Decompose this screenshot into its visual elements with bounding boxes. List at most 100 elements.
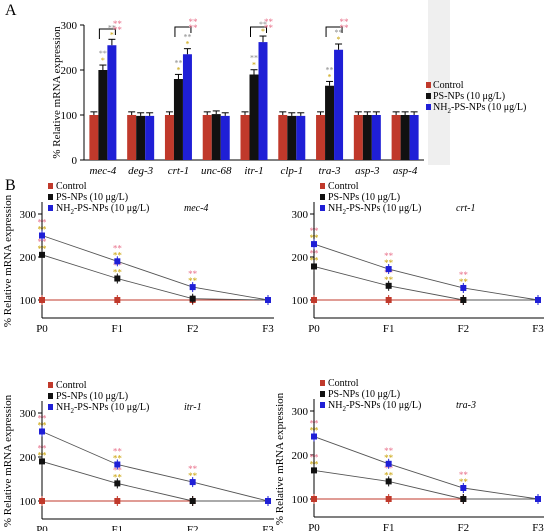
a-bar (145, 115, 155, 160)
b2-legend-label: NH2-PS-NPs (10 μg/L) (328, 203, 421, 216)
b1-point (39, 232, 45, 239)
b1-legend-swatch (48, 194, 53, 200)
b1-point (114, 275, 121, 282)
b1-sig-gold: ** (38, 225, 48, 235)
b3-legend-swatch (48, 404, 53, 410)
a-bar (316, 115, 326, 160)
b3-x-tick-label: F1 (112, 524, 124, 531)
a-category-label: mec-4 (89, 165, 116, 177)
b2-sig-gold: ** (310, 255, 320, 265)
b4-sig-gold: ** (310, 459, 320, 469)
b4-sig-gold: ** (384, 470, 394, 480)
b3-sig-pink: ** (113, 465, 123, 475)
b3-sig-gold: ** (38, 420, 48, 430)
b1-x-tick-label: F3 (262, 323, 274, 335)
a-sig-star-gray: ** (250, 54, 258, 63)
a-bar (182, 54, 192, 160)
b4-point (460, 496, 467, 502)
b2-series-line (313, 266, 538, 301)
b3-sig-pink: ** (38, 413, 48, 423)
b3-series-line (41, 460, 268, 502)
b3-point (39, 428, 45, 435)
b2-sig-gold: ** (459, 277, 469, 287)
b3-sig-gold: ** (188, 471, 198, 481)
b1-legend-swatch (48, 205, 53, 211)
a-category-label: itr-1 (244, 165, 263, 177)
b4-legend-label: Control (328, 378, 359, 389)
b4-point (311, 496, 317, 502)
b2-point (385, 282, 392, 289)
a-category-label: deg-3 (128, 165, 154, 177)
a-sig-star-gold: * (185, 40, 189, 49)
b2-y-tick-label: 200 (292, 252, 309, 264)
a-bar (220, 115, 230, 160)
b2-point (385, 297, 392, 303)
a-bar (240, 115, 250, 160)
b4-point (385, 496, 392, 502)
a-category-label: unc-68 (201, 165, 232, 177)
b3-x-tick-label: F3 (262, 524, 274, 531)
a-bar (107, 45, 117, 160)
b3-point (39, 498, 45, 504)
b2-point (535, 297, 541, 303)
b2-legend-label: PS-NPs (10 μg/L) (328, 192, 400, 203)
a-sig-star-gray: ** (183, 33, 191, 42)
a-bar (249, 74, 259, 160)
a-y-axis-label: % Relative mRNA expression (51, 26, 63, 159)
b4-series-line (313, 436, 539, 500)
b2-sig-pink: ** (459, 270, 469, 280)
b4-series-line (313, 469, 538, 500)
a-y-tick-label: 0 (72, 155, 78, 167)
b2-x-tick-label: F1 (383, 323, 395, 335)
b3-point (114, 480, 121, 487)
a-bracket (98, 28, 116, 39)
a-bracket (174, 26, 192, 37)
a-bracket-stars: ** (113, 19, 123, 29)
a-bracket-stars: ** (113, 25, 123, 35)
b1-sig-pink: ** (113, 243, 123, 253)
a-bracket-stars: ** (264, 23, 274, 33)
b2-x-tick-label: P0 (308, 323, 320, 335)
b3-sig-pink: ** (38, 443, 48, 453)
b4-legend-swatch (320, 391, 325, 397)
a-bar (353, 115, 363, 160)
b4-y-axis-label: % Relative mRNA expression (274, 392, 286, 525)
a-sig-star-gold: * (337, 35, 341, 44)
b4-sig-gold: ** (459, 477, 469, 487)
a-y-tick-label: 200 (61, 65, 78, 77)
b2-sig-pink: ** (310, 248, 320, 258)
a-bar (136, 115, 146, 160)
b2-point (311, 241, 317, 248)
b3-gene-label: itr-1 (184, 402, 202, 413)
b3-point (265, 498, 271, 504)
background-strip (428, 0, 450, 165)
b4-y-tick-label: 300 (292, 406, 309, 418)
b1-point (189, 284, 196, 291)
a-sig-star-gold: * (176, 65, 180, 74)
b2-point (460, 284, 467, 291)
a-sig-star-gold: * (261, 27, 265, 36)
a-bracket-stars: ** (340, 17, 350, 27)
a-category-label: tra-3 (319, 165, 342, 177)
b3-x-tick-label: F2 (187, 524, 199, 531)
b1-legend-label: Control (56, 181, 87, 192)
a-bar (173, 79, 183, 160)
b1-series-line (41, 254, 269, 301)
a-sig-star-gray: ** (108, 23, 116, 32)
a-bracket (325, 26, 343, 37)
b2-sig-gold: ** (384, 275, 394, 285)
a-bracket-stars: ** (188, 23, 198, 33)
a-bar (98, 70, 108, 160)
b3-y-tick-label: 300 (20, 408, 37, 420)
a-bar (325, 85, 335, 160)
a-sig-star-gold: * (101, 56, 105, 65)
a-legend-swatch (426, 82, 431, 88)
b1-sig-pink: ** (38, 218, 48, 228)
b4-y-tick-label: 100 (292, 494, 309, 506)
b3-point (114, 498, 121, 504)
a-legend-label: PS-NPs (10 μg/L) (433, 91, 505, 102)
b1-point (114, 297, 121, 303)
a-bar (409, 115, 419, 160)
